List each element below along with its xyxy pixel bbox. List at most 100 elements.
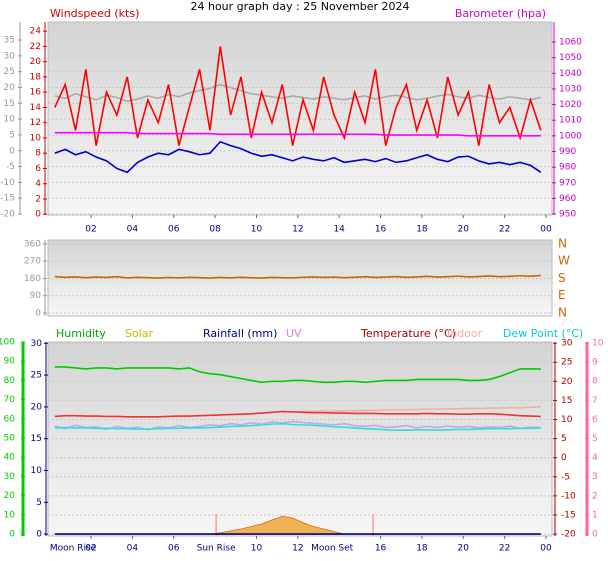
y-tick-label: 90 [30,291,42,301]
y-tick-label: 10 [30,133,42,143]
line [54,274,541,279]
y-tick-label: N [558,306,567,320]
y-tick-label: 20 [4,83,16,93]
y-tick-label: 0 [592,530,598,540]
y-tick-label: 22 [30,42,41,52]
y-tick-label: 1000 [559,131,582,141]
y-tick-label: 0 [35,210,41,220]
y-tick-label: 6 [35,164,41,174]
x-tick-label: 08 [209,225,221,235]
y-tick-label: 10 [4,510,16,520]
x-tick-label: 02 [85,225,96,235]
y-tick-label: 25 [561,358,572,368]
y-tick-label: 0 [9,146,15,156]
y-tick-label: -5 [561,472,570,482]
y-tick-label: 35 [4,36,15,46]
y-tick-label: W [558,254,570,268]
y-tick-label: 1060 [559,38,582,48]
line [54,46,542,146]
y-tick-label: 30 [4,472,16,482]
line [54,410,541,418]
legend-label: Humidity [56,327,106,340]
y-tick-label: 10 [4,115,16,125]
y-tick-label: -10 [561,491,576,501]
y-tick-label: 960 [559,194,576,204]
legend-label: Indoor [447,327,483,340]
y-tick-label: 15 [31,434,42,444]
line [54,140,542,174]
y-tick-label: 8 [35,149,41,159]
legend-label: Dew Point (°C) [503,327,583,340]
y-tick-label: 14 [30,103,42,113]
y-tick-label: 1010 [559,116,582,126]
y-tick-label: 90 [4,357,16,367]
y-tick-label: 0 [9,530,15,540]
y-tick-label: -15 [561,510,576,520]
y-tick-label: 180 [24,274,41,284]
line [54,83,542,103]
legend-label: Temperature (°C) [360,327,456,340]
y-tick-label: 50 [4,434,16,444]
legend-label: UV [286,327,302,340]
y-tick-label: 5 [561,434,567,444]
x-tick-label: 10 [251,544,263,554]
y-tick-label: 0 [35,309,41,319]
legend-label: Solar [125,327,154,340]
y-tick-label: 8 [592,377,598,387]
y-tick-label: 60 [4,414,16,424]
y-tick-label: 7 [592,396,598,406]
y-tick-label: 30 [31,339,43,349]
y-tick-label: 1030 [559,84,582,94]
x-tick-label: 12 [292,544,303,554]
y-tick-label: 18 [30,72,42,82]
x-tick-label: 04 [127,225,139,235]
y-tick-label: N [558,236,567,250]
x-tick-label: 06 [168,544,180,554]
x-tick-label: 12 [292,225,303,235]
y-tick-label: 40 [4,453,16,463]
y-tick-label: S [558,271,566,285]
y-tick-label: -10 [0,178,15,188]
y-tick-label: 0 [36,530,42,540]
y-tick-label: 2 [35,194,41,204]
x-tick-label: 00 [540,225,552,235]
y-tick-label: 24 [30,27,42,37]
y-tick-label: 80 [4,376,16,386]
y-tick-label: 16 [30,88,42,98]
y-tick-label: 270 [24,257,41,267]
x-tick-label: 06 [168,225,180,235]
line [54,422,541,432]
y-tick-label: 5 [36,498,42,508]
y-tick-label: 12 [30,118,41,128]
y-tick-label: 70 [4,395,16,405]
y-tick-label: -5 [6,162,15,172]
legend-label: Rainfall (mm) [203,327,277,340]
page-title: 24 hour graph day : 25 November 2024 [190,0,409,13]
y-tick-label: 1020 [559,100,582,110]
y-tick-label: -20 [561,530,576,540]
y-tick-label: 20 [31,402,43,412]
y-tick-label: -15 [0,194,15,204]
y-tick-label: 15 [561,396,572,406]
x-tick-label: 22 [499,225,510,235]
y-tick-label: 15 [4,99,15,109]
y-tick-label: 950 [559,210,576,220]
y-tick-label: 990 [559,147,576,157]
y-tick-label: 6 [592,415,598,425]
y-tick-label: 10 [561,415,573,425]
annotation: Moon Set [311,544,354,554]
y-tick-label: 10 [31,466,43,476]
x-tick-label: 02 [85,544,96,554]
y-tick-label: 25 [31,371,42,381]
y-tick-label: 0 [561,453,567,463]
y-tick-label: 10 [592,338,604,348]
line [54,366,541,384]
y-tick-label: 20 [4,491,16,501]
x-tick-label: 16 [375,544,387,554]
y-tick-label: 20 [30,57,42,67]
x-tick-label: 18 [416,225,428,235]
y-tick-label: 360 [24,239,41,249]
x-tick-label: 20 [458,225,470,235]
y-tick-label: 25 [4,67,15,77]
